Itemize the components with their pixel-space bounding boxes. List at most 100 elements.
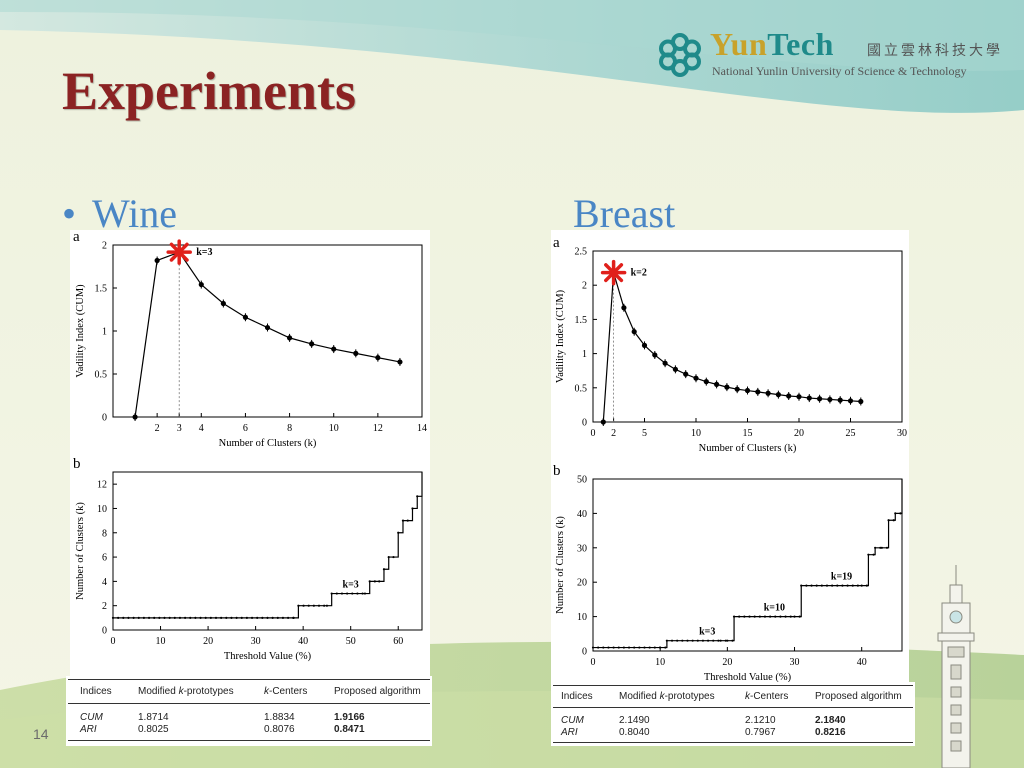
data-point (732, 615, 736, 618)
x-tick-label: 12 (373, 423, 383, 434)
bullet-icon: • (62, 191, 77, 236)
data-point (271, 616, 274, 619)
data-point (132, 616, 135, 619)
data-point (122, 616, 125, 619)
data-point (775, 392, 782, 398)
data-point (872, 553, 875, 556)
data-point (591, 646, 595, 649)
data-point (406, 519, 409, 522)
series-step-line (593, 479, 903, 649)
data-point (825, 584, 829, 587)
wine-bullet: • Wine (62, 190, 177, 237)
table-row-index: CUM (561, 715, 584, 726)
data-point (250, 616, 254, 619)
data-point (178, 616, 182, 619)
step-annotation: k=10 (764, 603, 785, 614)
series-step-line (113, 472, 423, 619)
y-tick-label: 0 (102, 626, 107, 637)
data-point (796, 394, 802, 400)
data-point (676, 639, 679, 642)
table-header-rule (68, 703, 430, 704)
data-point (717, 639, 720, 642)
data-point (652, 352, 658, 358)
data-point (693, 375, 699, 381)
data-point (373, 580, 376, 583)
data-point (743, 615, 746, 618)
data-point (827, 396, 833, 403)
table-header-proposed: Proposed algorithm (815, 691, 902, 702)
highlight-star-ray (169, 242, 189, 262)
data-point (874, 546, 877, 549)
data-point (638, 646, 641, 649)
y-tick-label: 8 (102, 528, 107, 539)
data-point (346, 592, 349, 595)
table-header-rule (553, 707, 913, 708)
chart-breast_b: b 0 10 20 30 40 0 10 20 30 40 50 Threshold Value (%)… (553, 463, 903, 683)
data-point (851, 584, 854, 587)
x-tick-label: 0 (111, 636, 116, 647)
data-point (659, 646, 662, 649)
table-row-index: CUM (80, 712, 103, 723)
data-point (769, 615, 772, 618)
data-point (867, 553, 870, 556)
x-tick-label: 5 (642, 428, 647, 439)
data-point (147, 616, 151, 619)
table-header-mkp: Modified k-prototypes (619, 691, 715, 702)
table-top-rule (553, 685, 913, 686)
data-point (242, 314, 249, 320)
table-cell: 0.8076 (264, 724, 295, 735)
y-tick-label: 6 (102, 553, 107, 564)
data-point (307, 604, 310, 607)
y-tick-label: 0 (582, 647, 587, 658)
table-cell: 2.1210 (745, 715, 776, 726)
data-point (617, 646, 620, 649)
x-tick-label: 2 (611, 428, 616, 439)
data-point (111, 616, 115, 619)
series-line (134, 251, 401, 418)
data-point (292, 616, 295, 619)
data-point (714, 381, 720, 387)
y-tick-label: 0.5 (95, 370, 108, 381)
data-point (351, 592, 354, 595)
step-annotation: k=3 (343, 580, 359, 591)
data-point (173, 616, 176, 619)
data-point (755, 389, 761, 395)
data-point (612, 646, 615, 649)
data-point (240, 616, 243, 619)
data-point (793, 615, 796, 618)
data-point (683, 371, 689, 377)
data-point (726, 639, 729, 642)
x-tick-label: 60 (393, 636, 403, 647)
table-cell-best: 0.8216 (815, 727, 846, 738)
data-point (643, 646, 646, 649)
data-point (686, 639, 689, 642)
data-point (225, 616, 228, 619)
data-point (302, 604, 305, 607)
data-point (765, 390, 771, 396)
series-line (602, 272, 861, 423)
data-point (168, 616, 171, 619)
data-point (600, 419, 606, 425)
data-point (194, 616, 197, 619)
data-point (356, 592, 359, 595)
data-point (607, 646, 610, 649)
clock-tower-icon (937, 565, 975, 768)
x-tick-label: 14 (417, 423, 427, 434)
y-axis-label: Number of Clusters (k) (75, 502, 86, 600)
step-annotation: k=3 (699, 627, 715, 638)
data-point (665, 639, 668, 642)
x-tick-label: 20 (722, 657, 732, 668)
data-point (744, 387, 751, 394)
page-number: 14 (33, 726, 49, 742)
data-point (719, 639, 722, 642)
data-point (127, 616, 130, 619)
data-point (264, 324, 271, 331)
step-annotation: k=19 (831, 572, 852, 583)
table-cell: 0.8040 (619, 727, 650, 738)
data-point (653, 646, 656, 649)
y-tick-label: 0.5 (575, 383, 588, 394)
data-point (641, 342, 648, 348)
data-point (748, 615, 751, 618)
x-axis-label: Number of Clusters (k) (699, 443, 797, 454)
data-point (323, 604, 326, 607)
